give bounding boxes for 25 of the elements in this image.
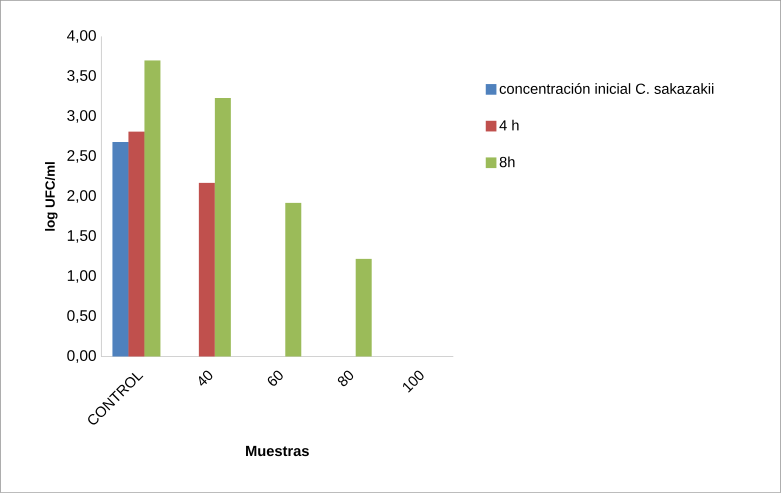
- y-tick-label: 2,50: [67, 150, 96, 163]
- y-tick-label: 0,00: [67, 350, 96, 363]
- bar: [285, 202, 302, 357]
- x-tick-label: 60: [268, 370, 283, 386]
- y-tick-label: 2,00: [67, 190, 96, 203]
- x-axis-title: Muestras: [246, 446, 309, 456]
- bar: [198, 182, 215, 357]
- y-tick-label: 1,50: [68, 230, 96, 243]
- y-axis-title: log UFC/ml: [45, 162, 58, 231]
- bar: [112, 142, 128, 357]
- x-tick-label: 100: [403, 370, 424, 393]
- legend-label: 4 h: [499, 120, 519, 130]
- y-tick-label: 3,00: [67, 110, 96, 123]
- bar: [214, 98, 231, 357]
- x-tick-label: 80: [338, 370, 354, 386]
- x-tick-label: 40: [198, 370, 212, 386]
- bar: [356, 258, 372, 357]
- y-tick-label: 1,00: [68, 270, 96, 283]
- y-tick-label: 0,50: [67, 310, 96, 323]
- legend-label: 8h: [500, 156, 514, 168]
- bar: [128, 132, 144, 357]
- y-tick-label: 3,50: [67, 70, 96, 83]
- bar: [144, 60, 160, 357]
- y-tick-label: 4,00: [67, 30, 96, 43]
- legend-label: concentración inicial C. sakazakii: [500, 83, 714, 94]
